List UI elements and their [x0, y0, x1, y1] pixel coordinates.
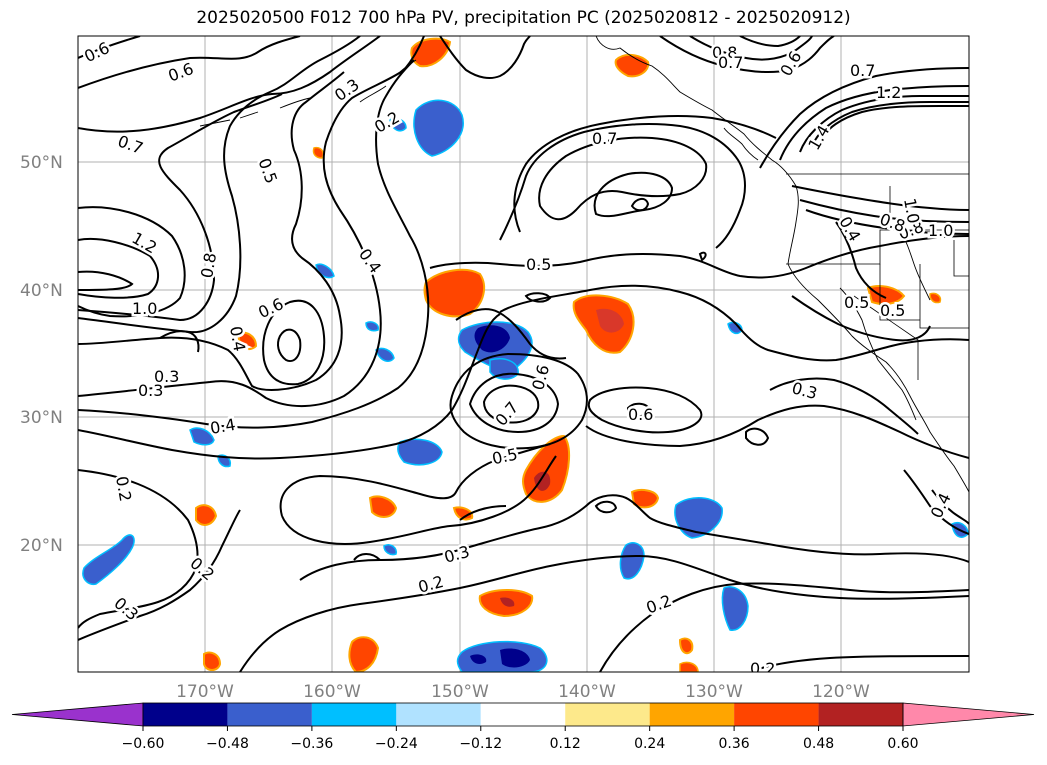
- precip-negative-blob: [674, 497, 723, 539]
- precip-negative-blob: [375, 347, 395, 363]
- precip-negative-core: [470, 654, 487, 664]
- contour-label: 1.0: [900, 197, 923, 225]
- contour-label: 1.0: [132, 299, 157, 318]
- precip-positive-core: [596, 308, 624, 333]
- precip-positive-blob: [452, 506, 474, 521]
- precip-negative-blob: [413, 99, 464, 157]
- lon-tick-label: 170°W: [176, 682, 234, 702]
- colorbar-tick-label: 0.60: [887, 736, 918, 752]
- precip-positive-blob: [195, 504, 218, 526]
- map-title: 2025020500 F012 700 hPa PV, precipitatio…: [196, 8, 851, 28]
- contour-label: 0.7: [592, 129, 617, 148]
- precip-positive-core: [500, 597, 515, 607]
- pv-contours: [78, 36, 969, 672]
- colorbar-tick-label: −0.36: [290, 736, 333, 752]
- contour-label: 0.2: [750, 659, 775, 678]
- colorbar-extend-high: [902, 702, 1035, 727]
- gridlines: [78, 36, 969, 672]
- colorbar-tick-label: −0.12: [459, 736, 502, 752]
- precip-positive-blob: [203, 651, 222, 671]
- lat-tick-label: 50°N: [20, 153, 63, 173]
- precip-negative-blob: [189, 427, 215, 446]
- lat-tick-labels: 50°N 40°N 30°N 20°N: [20, 153, 63, 556]
- precip-positive-blob: [679, 661, 699, 672]
- colorbar-swatch: [818, 703, 903, 726]
- lon-tick-label: 150°W: [431, 682, 489, 702]
- lon-tick-label: 140°W: [558, 682, 616, 702]
- colorbar-swatch: [480, 703, 566, 726]
- precip-positive-blob: [312, 146, 325, 159]
- precip-positive-blob: [423, 268, 486, 318]
- precip-negative-blob: [721, 586, 749, 631]
- contour-label: 0.6: [628, 405, 653, 424]
- colorbar-tick-label: −0.24: [375, 736, 418, 752]
- precip-positive-blob: [866, 285, 906, 305]
- precip-negative-blob: [365, 321, 380, 332]
- colorbar-swatch: [649, 703, 735, 726]
- precip-negative-blob: [389, 117, 407, 132]
- colorbar-swatch: [227, 703, 312, 726]
- colorbar-extend-low: [11, 702, 144, 727]
- precip-positive-blob: [368, 495, 398, 518]
- precip-positive-blob: [929, 292, 942, 304]
- contour-label: 1.0: [928, 221, 953, 240]
- lon-tick-label: 120°W: [812, 682, 870, 702]
- colorbar-tick-label: 0.24: [634, 736, 665, 752]
- precip-positive-blob: [678, 637, 694, 655]
- lon-tick-label: 130°W: [685, 682, 743, 702]
- precip-positive-core: [534, 471, 551, 491]
- colorbar-tick-label: −0.60: [122, 736, 165, 752]
- colorbar-outline: [142, 702, 904, 727]
- precip-negative-blob: [82, 534, 135, 586]
- contour-label: 1.2: [876, 83, 901, 102]
- contour-label: 0.3: [154, 367, 179, 386]
- lat-tick-label: 30°N: [20, 408, 63, 428]
- contour-label: 0.5: [526, 255, 551, 274]
- colorbar-swatch: [734, 703, 819, 726]
- colorbar-swatch: [143, 703, 228, 726]
- map-frame: [77, 35, 970, 673]
- precip-positive-blob: [236, 331, 258, 351]
- lon-tick-labels: 170°W 160°W 150°W 140°W 130°W 120°W: [176, 682, 870, 702]
- colorbar-tick-label: 0.48: [803, 736, 834, 752]
- contour-label: 0.4: [226, 325, 249, 353]
- precip-positive-blob: [630, 489, 660, 509]
- precip-negative-blob: [397, 438, 443, 466]
- lat-tick-label: 20°N: [20, 536, 63, 556]
- precip-positive-blob: [522, 434, 570, 503]
- precip-negative-blob: [383, 543, 398, 556]
- precip-negative-core: [500, 648, 530, 668]
- colorbar-swatch: [396, 703, 481, 726]
- contour-label: 0.7: [850, 61, 875, 80]
- contour-label: 0.3: [138, 381, 163, 400]
- precip-negative-blob: [619, 542, 645, 580]
- contour-label: 0.5: [844, 293, 869, 312]
- precip-positive-blob: [348, 636, 380, 672]
- precip-negative-core: [474, 325, 510, 353]
- lat-tick-label: 40°N: [20, 281, 63, 301]
- contour-label: 0.5: [880, 301, 905, 320]
- colorbar-tick-label: 0.36: [719, 736, 750, 752]
- contour-label: 0.8: [712, 43, 737, 62]
- colorbar-swatch: [565, 703, 650, 726]
- contour-label: 0.7: [718, 53, 743, 72]
- colorbar-tick-label: 0.12: [550, 736, 581, 752]
- colorbar: −0.60 −0.48 −0.36 −0.24 −0.12 0.12 0.24 0.36 0.4…: [11, 702, 1035, 752]
- lon-tick-label: 160°W: [303, 682, 361, 702]
- colorbar-swatch: [311, 703, 397, 726]
- precip-positive-blob: [614, 54, 650, 78]
- colorbar-tick-label: −0.48: [206, 736, 249, 752]
